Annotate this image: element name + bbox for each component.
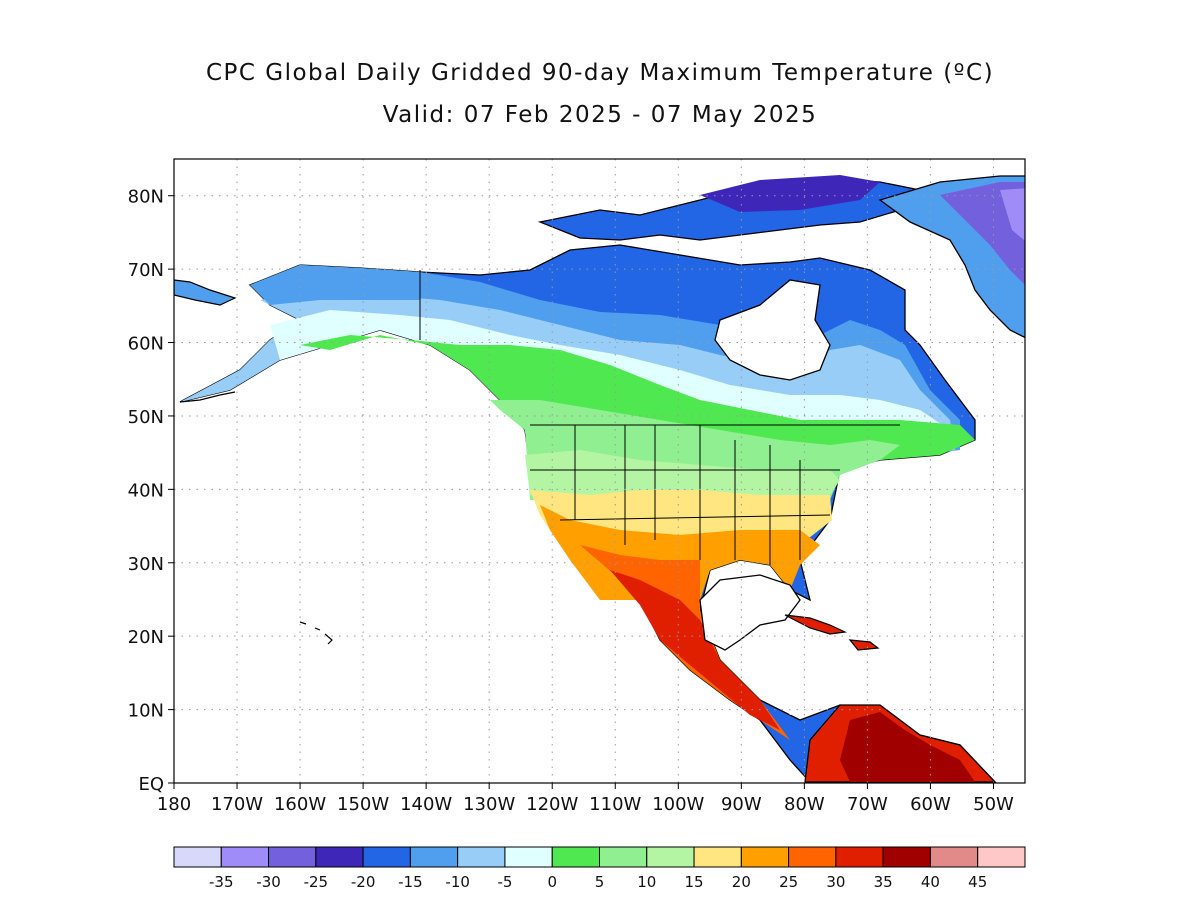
lon-tick-label: 60W <box>910 794 951 815</box>
colorbar-labels: -35 -30 -25 -20 -15 -10 -5 0 5 10 15 20 25 30 35 40 45 <box>209 873 987 891</box>
region-caribbean <box>770 640 930 715</box>
colorbar-swatch <box>504 846 553 868</box>
lat-tick-label: 10N <box>128 701 164 722</box>
colorbar-label: -5 <box>497 873 512 891</box>
region-greenland-core <box>1000 188 1025 241</box>
colorbar-swatch <box>173 846 222 868</box>
lon-tick-label: 170W <box>211 794 263 815</box>
colorbar-swatch <box>835 846 884 868</box>
colorbar-label: -25 <box>304 873 329 891</box>
colorbar-boxes <box>173 846 1026 868</box>
map-title: CPC Global Daily Gridded 90-day Maximum … <box>205 60 995 86</box>
longitude-axis: 180 170W 160W 150W 140W 130W 120W 110W 100W 90W 80… <box>157 783 1014 815</box>
lon-tick-label: 180 <box>157 794 191 815</box>
temperature-field <box>174 159 1025 783</box>
colorbar-label: -35 <box>209 873 234 891</box>
map-frame <box>173 158 1026 784</box>
colorbar-label: -15 <box>398 873 423 891</box>
lon-tick-label: 140W <box>400 794 452 815</box>
lat-tick-label: 60N <box>128 334 164 355</box>
lat-tick-label: 40N <box>128 480 164 501</box>
colorbar-swatch <box>977 846 1026 868</box>
region-alaska-north <box>250 265 420 305</box>
lat-tick-label: 80N <box>128 187 164 208</box>
temp-band-5 <box>300 335 975 470</box>
colorbar-swatch <box>315 846 364 868</box>
region-aleutians <box>179 391 236 403</box>
temp-band-40-south <box>840 712 975 782</box>
lat-tick-label: 70N <box>128 260 164 281</box>
lon-tick-label: 160W <box>274 794 326 815</box>
lon-tick-label: 150W <box>337 794 389 815</box>
colorbar-swatch <box>268 846 317 868</box>
colorbar-swatch <box>599 846 648 868</box>
region-alaska-west-coast <box>174 279 237 306</box>
colorbar-swatch <box>788 846 837 868</box>
latitude-axis: 80N 70N 60N 50N 40N 30N 20N 10N EQ <box>128 187 174 795</box>
colorbar-label: 35 <box>874 873 893 891</box>
lon-tick-label: 100W <box>652 794 704 815</box>
island-cuba <box>784 614 848 635</box>
colorbar-label: 25 <box>779 873 798 891</box>
lon-tick-label: 110W <box>589 794 641 815</box>
temp-band-15 <box>525 450 840 495</box>
us-state-borders <box>419 270 900 565</box>
temp-band-25 <box>540 505 820 600</box>
lat-tick-label: EQ <box>138 774 164 795</box>
colorbar-swatch <box>929 846 979 868</box>
region-hudson-bay <box>714 279 831 381</box>
colorbar-swatch <box>693 846 742 868</box>
island-hispaniola <box>848 639 880 651</box>
colorbar-label: -20 <box>351 873 376 891</box>
region-arctic-islands-cold <box>700 175 880 212</box>
colorbar-label: 30 <box>826 873 845 891</box>
colorbar-swatch <box>409 846 459 868</box>
lon-tick-label: 120W <box>526 794 578 815</box>
lat-tick-label: 30N <box>128 554 164 575</box>
colorbar-label: 45 <box>968 873 987 891</box>
colorbar-label: 5 <box>595 873 605 891</box>
lon-tick-label: 90W <box>721 794 762 815</box>
colorbar-swatch <box>882 846 931 868</box>
lat-tick-label: 50N <box>128 407 164 428</box>
colorbar-swatch <box>551 846 601 868</box>
lon-tick-label: 80W <box>784 794 825 815</box>
region-gulf-of-mexico <box>699 574 801 651</box>
lon-tick-label: 130W <box>463 794 515 815</box>
colorbar-label: -10 <box>445 873 470 891</box>
colorbar-swatch <box>457 846 506 868</box>
lon-tick-label: 70W <box>847 794 888 815</box>
lat-tick-label: 20N <box>128 627 164 648</box>
map-subtitle: Valid: 07 Feb 2025 - 07 May 2025 <box>382 102 818 128</box>
colorbar-swatch <box>646 846 695 868</box>
region-greenland-interior <box>940 182 1025 285</box>
lon-tick-label: 50W <box>973 794 1014 815</box>
colorbar-swatch <box>220 846 270 868</box>
colorbar-label: 10 <box>637 873 656 891</box>
colorbar-label: 0 <box>547 873 557 891</box>
temp-band-35 <box>610 570 780 730</box>
colorbar-label: 15 <box>685 873 704 891</box>
colorbar-label: -30 <box>256 873 281 891</box>
colorbar-label: 40 <box>921 873 940 891</box>
colorbar-swatch <box>740 846 790 868</box>
colorbar-label: 20 <box>732 873 751 891</box>
colorbar-swatch <box>362 846 411 868</box>
island-hawaii <box>299 621 333 645</box>
